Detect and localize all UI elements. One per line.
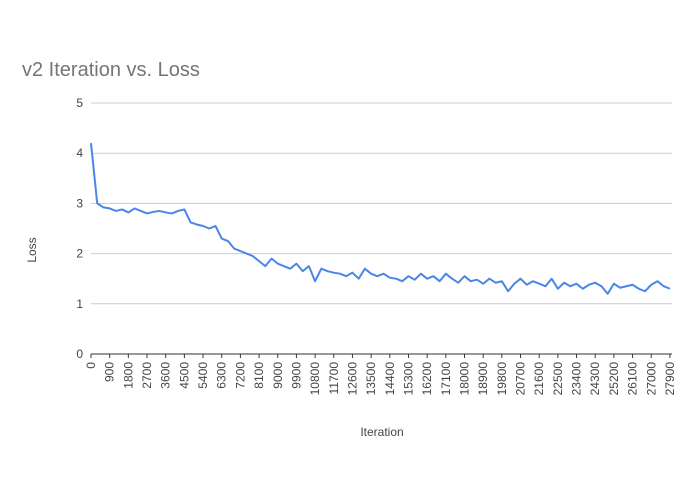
x-tick-label: 17100 xyxy=(439,362,453,396)
chart-title: v2 Iteration vs. Loss xyxy=(22,59,200,81)
y-tick-label: 4 xyxy=(76,146,83,160)
x-tick-label: 26100 xyxy=(626,362,640,396)
x-tick-label: 4500 xyxy=(177,362,191,389)
x-tick-label: 19800 xyxy=(495,362,509,396)
x-tick-label: 9900 xyxy=(289,362,303,389)
y-tick-label: 2 xyxy=(76,247,83,261)
x-axis-label: Iteration xyxy=(360,425,403,439)
y-tick-label: 0 xyxy=(76,347,83,361)
x-tick-label: 900 xyxy=(103,362,117,382)
x-tick-label: 18900 xyxy=(476,362,490,396)
x-tick-label: 23400 xyxy=(570,362,584,396)
x-tick-label: 16200 xyxy=(420,362,434,396)
x-tick-label: 7200 xyxy=(233,362,247,389)
x-tick-label: 12600 xyxy=(345,362,359,396)
x-tick-label: 2700 xyxy=(140,362,154,389)
x-tick-label: 24300 xyxy=(588,362,602,396)
y-tick-label: 5 xyxy=(76,96,83,110)
y-tick-label: 3 xyxy=(76,196,83,210)
x-tick-label: 10800 xyxy=(308,362,322,396)
y-axis-label: Loss xyxy=(25,237,39,262)
x-tick-label: 27000 xyxy=(644,362,658,396)
x-tick-label: 25200 xyxy=(607,362,621,396)
y-tick-label: 1 xyxy=(76,297,83,311)
x-tick-label: 6300 xyxy=(215,362,229,389)
x-tick-label: 3600 xyxy=(159,362,173,389)
x-tick-label: 9000 xyxy=(271,362,285,389)
x-tick-label: 1800 xyxy=(121,362,135,389)
x-tick-label: 8100 xyxy=(252,362,266,389)
x-tick-label: 0 xyxy=(84,362,98,369)
x-tick-label: 18000 xyxy=(458,362,472,396)
x-tick-label: 11700 xyxy=(327,362,341,395)
x-tick-label: 5400 xyxy=(196,362,210,389)
x-tick-label: 20700 xyxy=(514,362,528,396)
x-tick-label: 22500 xyxy=(551,362,565,396)
x-tick-label: 14400 xyxy=(383,362,397,396)
series-line xyxy=(90,143,671,295)
x-tick-label: 15300 xyxy=(401,362,415,396)
x-tick-label: 21600 xyxy=(532,362,546,396)
x-tick-label: 27900 xyxy=(663,362,677,396)
x-tick-label: 13500 xyxy=(364,362,378,396)
